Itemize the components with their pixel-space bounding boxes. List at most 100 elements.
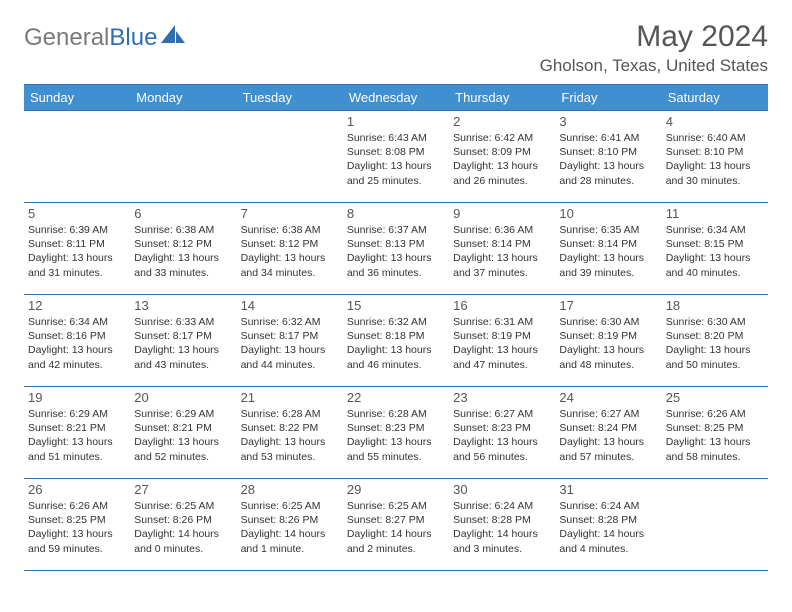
day-details: Sunrise: 6:36 AMSunset: 8:14 PMDaylight:… [453, 223, 551, 280]
calendar-body: 1 Sunrise: 6:43 AMSunset: 8:08 PMDaylight… [24, 111, 768, 571]
weekday-header: Monday [130, 85, 236, 111]
calendar-day-cell [237, 111, 343, 203]
day-number: 20 [134, 390, 232, 405]
day-details: Sunrise: 6:28 AMSunset: 8:23 PMDaylight:… [347, 407, 445, 464]
day-details: Sunrise: 6:38 AMSunset: 8:12 PMDaylight:… [241, 223, 339, 280]
weekday-header: Tuesday [237, 85, 343, 111]
day-details: Sunrise: 6:41 AMSunset: 8:10 PMDaylight:… [559, 131, 657, 188]
day-details: Sunrise: 6:25 AMSunset: 8:27 PMDaylight:… [347, 499, 445, 556]
day-number: 31 [559, 482, 657, 497]
calendar-day-cell: 10 Sunrise: 6:35 AMSunset: 8:14 PMDayligh… [555, 203, 661, 295]
day-number: 23 [453, 390, 551, 405]
calendar-day-cell: 3 Sunrise: 6:41 AMSunset: 8:10 PMDaylight… [555, 111, 661, 203]
brand-text-1: General [24, 24, 109, 52]
day-details: Sunrise: 6:24 AMSunset: 8:28 PMDaylight:… [453, 499, 551, 556]
day-number: 29 [347, 482, 445, 497]
day-number: 12 [28, 298, 126, 313]
day-number: 22 [347, 390, 445, 405]
day-number: 6 [134, 206, 232, 221]
calendar-day-cell: 27 Sunrise: 6:25 AMSunset: 8:26 PMDayligh… [130, 479, 236, 571]
day-details: Sunrise: 6:34 AMSunset: 8:16 PMDaylight:… [28, 315, 126, 372]
day-number: 16 [453, 298, 551, 313]
day-details: Sunrise: 6:43 AMSunset: 8:08 PMDaylight:… [347, 131, 445, 188]
calendar-week-row: 5Sunrise: 6:39 AMSunset: 8:11 PMDaylight… [24, 203, 768, 295]
day-number: 11 [666, 206, 764, 221]
day-details: Sunrise: 6:29 AMSunset: 8:21 PMDaylight:… [134, 407, 232, 464]
day-number: 27 [134, 482, 232, 497]
month-title: May 2024 [540, 20, 768, 54]
day-details: Sunrise: 6:25 AMSunset: 8:26 PMDaylight:… [134, 499, 232, 556]
day-details: Sunrise: 6:26 AMSunset: 8:25 PMDaylight:… [666, 407, 764, 464]
calendar-day-cell: 18Sunrise: 6:30 AMSunset: 8:20 PMDayligh… [662, 295, 768, 387]
weekday-header: Saturday [662, 85, 768, 111]
sail-icon [161, 24, 187, 52]
day-details: Sunrise: 6:30 AMSunset: 8:20 PMDaylight:… [666, 315, 764, 372]
calendar-day-cell [130, 111, 236, 203]
day-details: Sunrise: 6:31 AMSunset: 8:19 PMDaylight:… [453, 315, 551, 372]
location-text: Gholson, Texas, United States [540, 56, 768, 76]
calendar-day-cell: 21Sunrise: 6:28 AMSunset: 8:22 PMDayligh… [237, 387, 343, 479]
day-number: 21 [241, 390, 339, 405]
day-details: Sunrise: 6:27 AMSunset: 8:23 PMDaylight:… [453, 407, 551, 464]
day-details: Sunrise: 6:30 AMSunset: 8:19 PMDaylight:… [559, 315, 657, 372]
calendar-day-cell: 19Sunrise: 6:29 AMSunset: 8:21 PMDayligh… [24, 387, 130, 479]
calendar-week-row: 1 Sunrise: 6:43 AMSunset: 8:08 PMDaylight… [24, 111, 768, 203]
calendar-day-cell: 22 Sunrise: 6:28 AMSunset: 8:23 PMDayligh… [343, 387, 449, 479]
calendar-day-cell: 4Sunrise: 6:40 AMSunset: 8:10 PMDaylight… [662, 111, 768, 203]
weekday-header: Wednesday [343, 85, 449, 111]
day-details: Sunrise: 6:27 AMSunset: 8:24 PMDaylight:… [559, 407, 657, 464]
day-details: Sunrise: 6:25 AMSunset: 8:26 PMDaylight:… [241, 499, 339, 556]
calendar-day-cell [662, 479, 768, 571]
weekday-header: Sunday [24, 85, 130, 111]
calendar-day-cell: 5Sunrise: 6:39 AMSunset: 8:11 PMDaylight… [24, 203, 130, 295]
calendar-week-row: 26 Sunrise: 6:26 AMSunset: 8:25 PMDayligh… [24, 479, 768, 571]
day-details: Sunrise: 6:35 AMSunset: 8:14 PMDaylight:… [559, 223, 657, 280]
calendar-day-cell: 9 Sunrise: 6:36 AMSunset: 8:14 PMDaylight… [449, 203, 555, 295]
calendar-day-cell: 26 Sunrise: 6:26 AMSunset: 8:25 PMDayligh… [24, 479, 130, 571]
day-number: 28 [241, 482, 339, 497]
title-block: May 2024 Gholson, Texas, United States [540, 20, 768, 76]
brand-text-2: Blue [109, 24, 157, 52]
day-number: 4 [666, 114, 764, 129]
day-details: Sunrise: 6:38 AMSunset: 8:12 PMDaylight:… [134, 223, 232, 280]
weekday-header: Thursday [449, 85, 555, 111]
day-number: 1 [347, 114, 445, 129]
calendar-day-cell: 16 Sunrise: 6:31 AMSunset: 8:19 PMDayligh… [449, 295, 555, 387]
day-number: 2 [453, 114, 551, 129]
calendar-day-cell: 6 Sunrise: 6:38 AMSunset: 8:12 PMDaylight… [130, 203, 236, 295]
calendar-day-cell: 8 Sunrise: 6:37 AMSunset: 8:13 PMDaylight… [343, 203, 449, 295]
day-number: 30 [453, 482, 551, 497]
day-details: Sunrise: 6:33 AMSunset: 8:17 PMDaylight:… [134, 315, 232, 372]
day-details: Sunrise: 6:34 AMSunset: 8:15 PMDaylight:… [666, 223, 764, 280]
calendar-day-cell: 13 Sunrise: 6:33 AMSunset: 8:17 PMDayligh… [130, 295, 236, 387]
day-number: 9 [453, 206, 551, 221]
calendar-day-cell: 29 Sunrise: 6:25 AMSunset: 8:27 PMDayligh… [343, 479, 449, 571]
day-details: Sunrise: 6:37 AMSunset: 8:13 PMDaylight:… [347, 223, 445, 280]
day-details: Sunrise: 6:32 AMSunset: 8:18 PMDaylight:… [347, 315, 445, 372]
calendar-day-cell: 2Sunrise: 6:42 AMSunset: 8:09 PMDaylight… [449, 111, 555, 203]
calendar-day-cell: 25 Sunrise: 6:26 AMSunset: 8:25 PMDayligh… [662, 387, 768, 479]
day-number: 8 [347, 206, 445, 221]
calendar-day-cell: 7 Sunrise: 6:38 AMSunset: 8:12 PMDaylight… [237, 203, 343, 295]
day-number: 15 [347, 298, 445, 313]
calendar-day-cell: 15 Sunrise: 6:32 AMSunset: 8:18 PMDayligh… [343, 295, 449, 387]
calendar-day-cell: 14Sunrise: 6:32 AMSunset: 8:17 PMDayligh… [237, 295, 343, 387]
day-number: 13 [134, 298, 232, 313]
day-number: 17 [559, 298, 657, 313]
day-number: 10 [559, 206, 657, 221]
calendar-day-cell: 12 Sunrise: 6:34 AMSunset: 8:16 PMDayligh… [24, 295, 130, 387]
calendar-week-row: 19Sunrise: 6:29 AMSunset: 8:21 PMDayligh… [24, 387, 768, 479]
day-number: 25 [666, 390, 764, 405]
day-details: Sunrise: 6:24 AMSunset: 8:28 PMDaylight:… [559, 499, 657, 556]
day-number: 7 [241, 206, 339, 221]
day-details: Sunrise: 6:26 AMSunset: 8:25 PMDaylight:… [28, 499, 126, 556]
day-number: 24 [559, 390, 657, 405]
day-details: Sunrise: 6:29 AMSunset: 8:21 PMDaylight:… [28, 407, 126, 464]
calendar-day-cell: 17 Sunrise: 6:30 AMSunset: 8:19 PMDayligh… [555, 295, 661, 387]
day-number: 26 [28, 482, 126, 497]
calendar-day-cell: 24 Sunrise: 6:27 AMSunset: 8:24 PMDayligh… [555, 387, 661, 479]
weekday-header-row: SundayMondayTuesdayWednesdayThursdayFrid… [24, 85, 768, 111]
calendar-day-cell: 28 Sunrise: 6:25 AMSunset: 8:26 PMDayligh… [237, 479, 343, 571]
day-details: Sunrise: 6:32 AMSunset: 8:17 PMDaylight:… [241, 315, 339, 372]
day-number: 3 [559, 114, 657, 129]
